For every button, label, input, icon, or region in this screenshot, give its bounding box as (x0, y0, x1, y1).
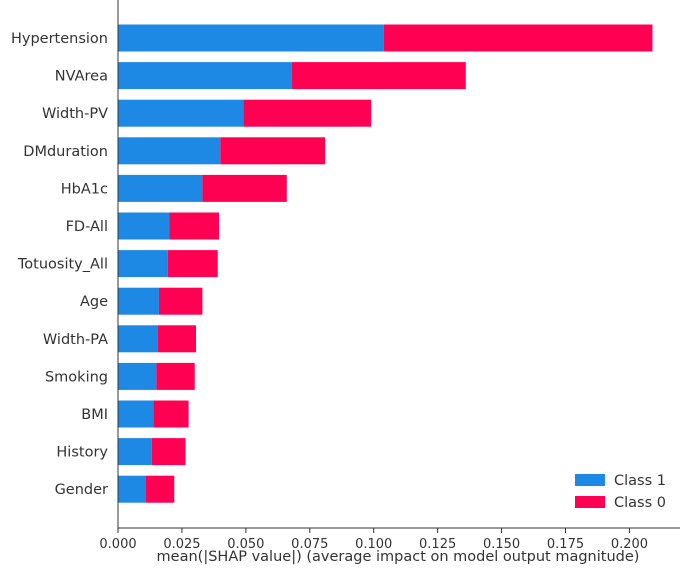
x-tick-label: 0.100 (355, 537, 392, 552)
bar-width-pa-class-1 (118, 325, 158, 353)
category-label-bmi: BMI (81, 407, 108, 423)
category-label-nvarea: NVArea (55, 69, 108, 85)
legend-swatch-class-0 (575, 496, 605, 508)
category-label-gender: Gender (55, 482, 108, 498)
bar-hba1c-class-1 (118, 174, 203, 202)
x-tick-label: 0.000 (99, 537, 136, 552)
x-tick-label: 0.200 (611, 537, 648, 552)
bar-totuosity-all-class-1 (118, 250, 168, 278)
category-label-hba1c: HbA1c (61, 181, 108, 197)
bar-fd-all-class-1 (118, 212, 170, 240)
bar-hba1c-class-0 (202, 174, 287, 202)
bar-fd-all-class-0 (169, 212, 219, 240)
bar-hypertension-class-0 (383, 24, 653, 52)
bar-dmduration-class-1 (118, 137, 221, 165)
x-ticks: 0.000 0.025 0.050 0.075 0.100 0.125 0.150 0.175… (99, 528, 648, 552)
x-axis-title: mean(|SHAP value|) (average impact on mo… (157, 549, 640, 565)
bar-smoking-class-0 (156, 362, 195, 390)
bar-width-pa-class-0 (157, 325, 196, 353)
bar-nvarea-class-0 (291, 62, 466, 90)
category-label-age: Age (80, 294, 108, 310)
x-tick-label: 0.125 (419, 537, 456, 552)
bar-gender-class-0 (145, 475, 175, 503)
x-tick-label: 0.175 (547, 537, 584, 552)
category-label-width-pa: Width-PA (43, 332, 108, 348)
category-label-fd-all: FD-All (66, 219, 108, 235)
category-label-dmduration: DMduration (23, 144, 108, 160)
bars-layer (118, 24, 653, 503)
legend-label-class-1: Class 1 (614, 473, 666, 489)
category-label-history: History (56, 445, 108, 461)
x-tick-label: 0.150 (483, 537, 520, 552)
x-tick-label: 0.025 (163, 537, 200, 552)
bar-history-class-0 (151, 438, 186, 466)
bar-history-class-1 (118, 438, 152, 466)
bar-age-class-0 (158, 287, 203, 315)
bar-width-pv-class-1 (118, 99, 244, 127)
category-label-totuosity-all: Totuosity_All (17, 257, 108, 273)
bar-smoking-class-1 (118, 362, 157, 390)
x-tick-label: 0.050 (227, 537, 264, 552)
bar-totuosity-all-class-0 (167, 250, 218, 278)
bar-gender-class-1 (118, 475, 146, 503)
bar-width-pv-class-0 (243, 99, 372, 127)
bar-nvarea-class-1 (118, 62, 292, 90)
category-label-smoking: Smoking (45, 369, 108, 385)
x-tick-label: 0.075 (291, 537, 328, 552)
bar-dmduration-class-0 (220, 137, 326, 165)
legend: Class 1 Class 0 (575, 473, 666, 511)
bar-bmi-class-0 (153, 400, 189, 428)
bar-age-class-1 (118, 287, 159, 315)
legend-swatch-class-1 (575, 474, 605, 486)
legend-label-class-0: Class 0 (614, 495, 666, 511)
category-labels: Hypertension NVArea Width-PV DMduration HbA1… (11, 31, 108, 498)
category-label-width-pv: Width-PV (42, 106, 108, 122)
bar-bmi-class-1 (118, 400, 154, 428)
category-label-hypertension: Hypertension (11, 31, 108, 47)
bar-hypertension-class-1 (118, 24, 384, 52)
